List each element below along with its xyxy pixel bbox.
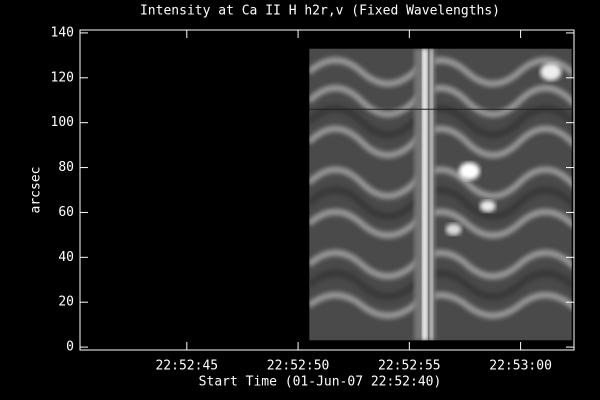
y-tick-label: 40 <box>58 250 74 265</box>
y-tick-label: 80 <box>58 160 74 175</box>
y-tick-label: 60 <box>58 205 74 220</box>
y-axis-label: arcsec <box>29 167 44 214</box>
plot-frame <box>79 29 575 351</box>
x-tick-label: 22:52:50 <box>267 359 330 374</box>
y-tick-label: 140 <box>51 25 74 40</box>
chart-title: Intensity at Ca II H h2r,v (Fixed Wavele… <box>140 4 500 19</box>
x-tick-label: 22:52:55 <box>378 359 441 374</box>
y-tick-label: 20 <box>58 295 74 310</box>
x-tick-label: 22:53:00 <box>489 359 552 374</box>
y-tick-label: 120 <box>51 70 74 85</box>
y-tick-label: 0 <box>66 340 74 355</box>
x-axis-label: Start Time (01-Jun-07 22:52:40) <box>199 375 442 390</box>
x-tick-label: 22:52:45 <box>155 359 218 374</box>
y-tick-label: 100 <box>51 115 74 130</box>
intensity-image <box>309 48 572 341</box>
